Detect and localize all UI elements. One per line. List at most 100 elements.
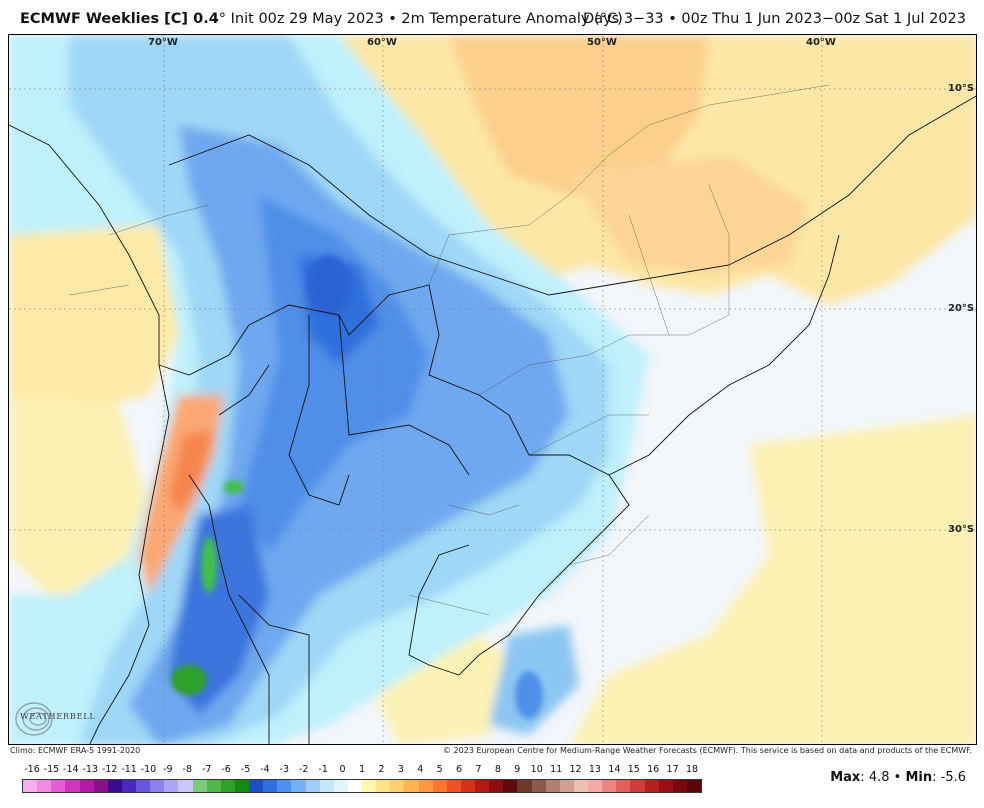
anomaly-detail (171, 255, 543, 719)
legend-tick-label: 6 (456, 764, 463, 775)
legend-tick-label: 5 (436, 764, 443, 775)
legend-swatch (51, 780, 66, 792)
legend-swatch (616, 780, 631, 792)
legend-tick-label: -7 (201, 764, 212, 775)
legend-tick-label: -10 (140, 764, 157, 775)
legend-swatch (672, 780, 687, 792)
legend-swatch (107, 780, 122, 792)
legend-swatch (573, 780, 588, 792)
longitude-label: 50°W (587, 37, 617, 48)
legend-swatch (65, 780, 80, 792)
legend-swatch (475, 780, 490, 792)
legend-tick-label: 10 (530, 764, 543, 775)
legend-tick-label: -3 (279, 764, 290, 775)
legend-tick-label: 15 (627, 764, 640, 775)
legend-tick-label: 2 (378, 764, 385, 775)
legend-swatch (263, 780, 278, 792)
latitude-label: 10°S (948, 83, 975, 94)
legend-swatch (121, 780, 136, 792)
max-label: Max (830, 770, 861, 785)
legend-tick-label: -5 (240, 764, 251, 775)
legend-swatch (489, 780, 504, 792)
legend-swatch (178, 780, 193, 792)
legend-tick-label: -16 (24, 764, 40, 775)
legend-swatch (206, 780, 221, 792)
climo-credit: Climo: ECMWF ERA-5 1991-2020 (10, 746, 141, 755)
legend-tick-label: 14 (608, 764, 621, 775)
legend-swatch (559, 780, 574, 792)
min-label: Min (905, 770, 933, 785)
legend-tick-label: -2 (299, 764, 309, 775)
legend-swatch (23, 780, 38, 792)
temperature-anomaly-map[interactable] (8, 34, 977, 745)
legend-swatch (347, 780, 362, 792)
legend-swatch (531, 780, 546, 792)
legend-swatch (602, 780, 617, 792)
country-borders (9, 95, 976, 744)
map-canvas (9, 35, 976, 744)
legend-swatch (630, 780, 645, 792)
legend-tick-label: 7 (475, 764, 482, 775)
legend-swatch (291, 780, 306, 792)
model-name: ECMWF Weeklies [C] 0.4 (20, 11, 219, 27)
legend-swatch (517, 780, 532, 792)
legend-tick-label: -12 (101, 764, 118, 775)
latitude-label: 20°S (948, 303, 975, 314)
legend-tick-label: 18 (685, 764, 699, 775)
legend-tick-label: 17 (666, 764, 679, 775)
longitude-label: 40°W (806, 37, 836, 48)
valid-period: Days 3−33 • 00z Thu 1 Jun 2023−00z Sat 1… (583, 11, 966, 27)
legend-tick-label: 4 (417, 764, 424, 775)
legend-tick-label: -14 (63, 764, 79, 775)
legend-swatch (150, 780, 165, 792)
legend-swatch (319, 780, 334, 792)
legend-swatch (503, 780, 518, 792)
legend-tick-label: -15 (43, 764, 60, 775)
min-value: -5.6 (940, 770, 966, 785)
legend-swatch (446, 780, 461, 792)
legend-tick-label: 1 (358, 764, 366, 775)
logo-text: WEATHERBELL (20, 712, 96, 722)
legend-tick-label: 16 (647, 764, 660, 775)
weatherbell-logo-icon (15, 702, 53, 736)
state-borders (68, 84, 830, 616)
max-value: 4.8 (868, 770, 890, 785)
legend-tick-label: 11 (550, 764, 563, 775)
title-description: ° Init 00z 29 May 2023 • 2m Temperature … (218, 11, 623, 27)
legend-swatch (658, 780, 673, 792)
legend-tick-label: 13 (588, 764, 601, 775)
legend-tick-label: 0 (339, 764, 346, 775)
header: ECMWF Weeklies [C] 0.4° Init 00z 29 May … (0, 0, 984, 34)
legend-tick-label: -4 (260, 764, 270, 775)
legend-tick-label: 8 (494, 764, 501, 775)
legend-swatch (79, 780, 94, 792)
legend-swatch (37, 780, 52, 792)
legend-tick-label: -11 (121, 764, 137, 775)
legend-swatch (376, 780, 391, 792)
copyright-credit: © 2023 European Centre for Medium-Range … (443, 746, 972, 755)
legend-swatch (432, 780, 447, 792)
legend-swatch (460, 780, 475, 792)
legend-swatch (93, 780, 108, 792)
graticule (9, 35, 976, 744)
legend-swatch (277, 780, 292, 792)
legend-tick-label: 12 (569, 764, 582, 775)
legend-tick-label: 3 (397, 764, 404, 775)
longitude-label: 70°W (148, 37, 178, 48)
legend-swatch (404, 780, 419, 792)
legend-swatch (136, 780, 151, 792)
legend-swatch (545, 780, 560, 792)
legend-color-bar (22, 779, 702, 793)
legend-tick-label: -13 (82, 764, 98, 775)
legend-swatch (164, 780, 179, 792)
stats-separator: • (893, 770, 902, 785)
legend-swatch (305, 780, 320, 792)
legend-tick-label: -8 (182, 764, 193, 775)
legend-labels: -16 -15 -14 -13 -12 -11 -10 -9 -8 -7 -6 -5 -4 -3 -2 -1 0… (22, 764, 702, 778)
legend-swatch (249, 780, 264, 792)
legend-swatch (418, 780, 433, 792)
legend-swatch (588, 780, 603, 792)
legend-swatch (333, 780, 348, 792)
legend-swatch (362, 780, 377, 792)
longitude-label: 60°W (367, 37, 397, 48)
